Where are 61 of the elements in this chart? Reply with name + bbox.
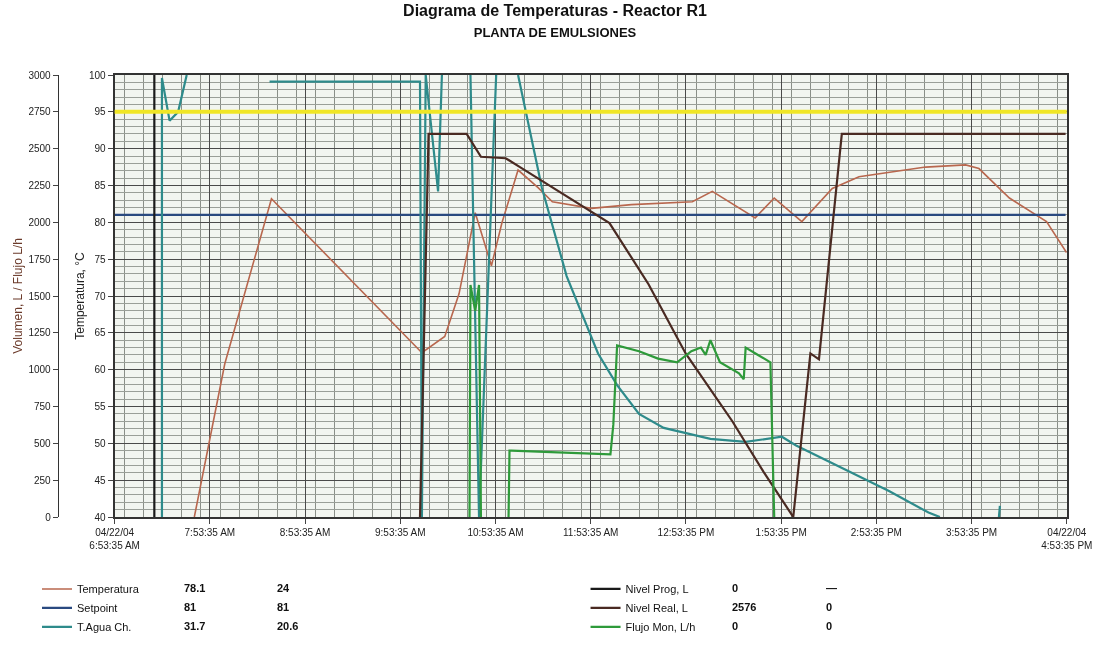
text: 0 xyxy=(732,620,739,632)
y-tick-label: 70 xyxy=(94,290,107,302)
text: 2576 xyxy=(732,601,757,613)
y-tick-label: 55 xyxy=(94,401,107,412)
line-series xyxy=(418,132,1067,517)
y2-tick-label: 1250 xyxy=(28,327,52,339)
x-tick-label: 1:53:35 PM xyxy=(755,527,807,538)
y-tick-label: 95 xyxy=(94,106,107,118)
text: — xyxy=(826,582,837,594)
y2-tick-label: 1500 xyxy=(28,290,52,302)
y2-axis-title: Volumen, L / Flujo L/h xyxy=(10,238,25,354)
y2-tick-label: 3000 xyxy=(28,69,52,81)
y-tick-label: 100 xyxy=(88,69,107,81)
text: 0 xyxy=(826,601,833,613)
x-tick-label: 9:53:35 AM xyxy=(374,527,426,538)
y2-tick-label: 2500 xyxy=(28,143,52,155)
x-tick-label: 7:53:35 AM xyxy=(184,527,236,538)
legend-label: T.Agua Ch. xyxy=(77,621,132,634)
line-series xyxy=(193,164,1067,517)
y2-tick-label: 500 xyxy=(34,437,52,449)
y2-tick-label: 2000 xyxy=(28,216,52,228)
text: 31.7 xyxy=(184,620,206,632)
y-tick-label: 40 xyxy=(94,511,107,523)
y2-tick-label: 2250 xyxy=(28,180,52,191)
text: 81 xyxy=(277,601,290,613)
x-tick-label: 2:53:35 PM xyxy=(850,527,902,538)
x-tick-label: 10:53:35 AM xyxy=(467,527,524,538)
x-tick-label: 04/22/04 4:53:35 PM xyxy=(1041,527,1093,551)
y-tick-label: 90 xyxy=(94,143,107,155)
text: 24 xyxy=(277,582,291,594)
legend-label: Flujo Mon, L/h xyxy=(625,621,696,634)
y2-tick-label: 0 xyxy=(45,511,52,523)
x-tick-label: 04/22/04 6:53:35 AM xyxy=(89,527,140,551)
y2-tick-label: 750 xyxy=(34,401,52,412)
y-tick-label: 75 xyxy=(94,253,107,265)
y-axis-title: Temperatura, °C xyxy=(72,251,87,340)
legend-label: Nivel Prog, L xyxy=(625,583,689,596)
y2-tick-label: 2750 xyxy=(28,106,52,118)
y-tick-label: 85 xyxy=(94,180,107,191)
text: 20.6 xyxy=(277,620,299,632)
chart-subtitle: PLANTA DE EMULSIONES xyxy=(473,25,637,41)
text: 81 xyxy=(184,601,197,613)
text: 0 xyxy=(732,582,739,594)
y-tick-label: 65 xyxy=(94,327,107,339)
x-tick-label: 12:53:35 PM xyxy=(657,527,715,538)
chart-title: Diagrama de Temperaturas - Reactor R1 xyxy=(403,2,708,20)
legend-label: Temperatura xyxy=(77,583,140,596)
text: 78.1 xyxy=(184,582,206,594)
legend-label: Nivel Real, L xyxy=(625,602,688,615)
y2-tick-label: 250 xyxy=(34,474,52,486)
y-tick-label: 80 xyxy=(94,216,107,228)
y-tick-label: 60 xyxy=(94,364,107,376)
y-tick-label: 50 xyxy=(94,437,107,449)
legend-label: Setpoint xyxy=(77,602,118,615)
y-tick-label: 45 xyxy=(94,474,107,486)
x-tick-label: 8:53:35 AM xyxy=(279,527,331,538)
text: 0 xyxy=(826,620,833,632)
x-tick-label: 11:53:35 AM xyxy=(563,527,619,538)
x-tick-label: 3:53:35 PM xyxy=(946,527,998,538)
y2-tick-label: 1000 xyxy=(28,364,52,376)
y2-tick-label: 1750 xyxy=(28,253,52,265)
